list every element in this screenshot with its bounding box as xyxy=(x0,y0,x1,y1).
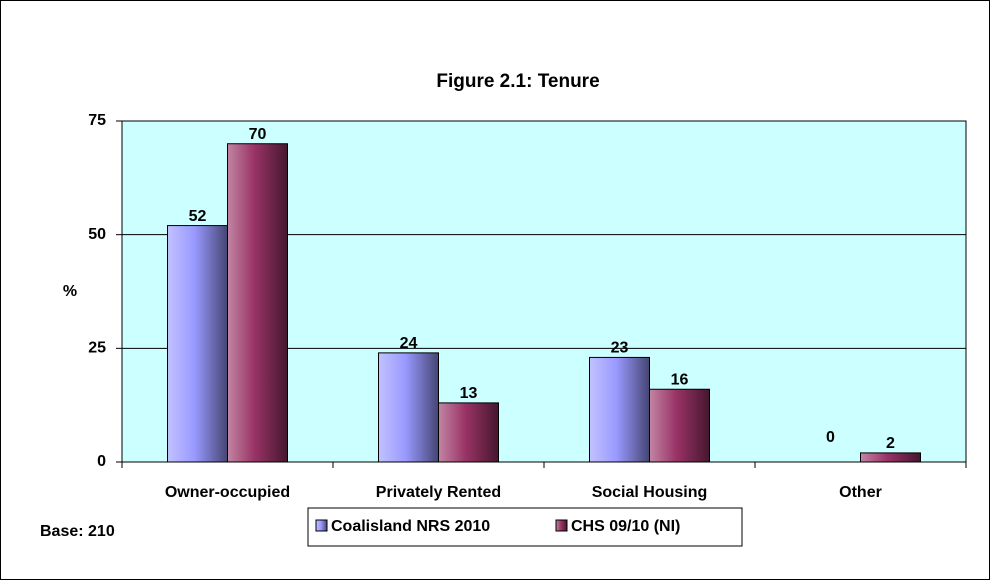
y-tick-label: 75 xyxy=(88,112,106,129)
legend xyxy=(307,507,743,547)
bar xyxy=(378,352,439,463)
y-tick-label: 25 xyxy=(88,340,106,357)
chart-title: Figure 2.1: Tenure xyxy=(436,71,599,92)
data-label: 2 xyxy=(886,435,895,452)
y-tick-label: 50 xyxy=(88,226,106,243)
bar xyxy=(438,402,499,463)
x-tick-label: Owner-occupied xyxy=(165,484,290,501)
data-label: 70 xyxy=(249,126,267,143)
data-label: 23 xyxy=(611,340,629,357)
x-tick-label: Other xyxy=(839,484,882,501)
bar xyxy=(227,143,288,463)
note: Base: 210 xyxy=(40,523,115,540)
y-tick-label: 0 xyxy=(97,453,106,470)
x-tick-label: Privately Rented xyxy=(376,484,501,501)
data-label: 52 xyxy=(189,208,207,225)
legend-label: CHS 09/10 (NI) xyxy=(571,518,680,535)
data-label: 0 xyxy=(826,429,835,446)
bar xyxy=(589,356,650,463)
legend-label: Coalisland NRS 2010 xyxy=(331,518,490,535)
x-tick-label: Social Housing xyxy=(592,484,708,501)
y-axis-label: % xyxy=(63,283,77,300)
bar xyxy=(167,225,228,463)
legend-swatch xyxy=(315,519,328,532)
bar xyxy=(649,388,710,463)
data-label: 13 xyxy=(460,385,478,402)
bar xyxy=(860,452,921,463)
data-label: 16 xyxy=(671,371,689,388)
legend-swatch xyxy=(555,519,568,532)
data-label: 24 xyxy=(400,335,418,352)
